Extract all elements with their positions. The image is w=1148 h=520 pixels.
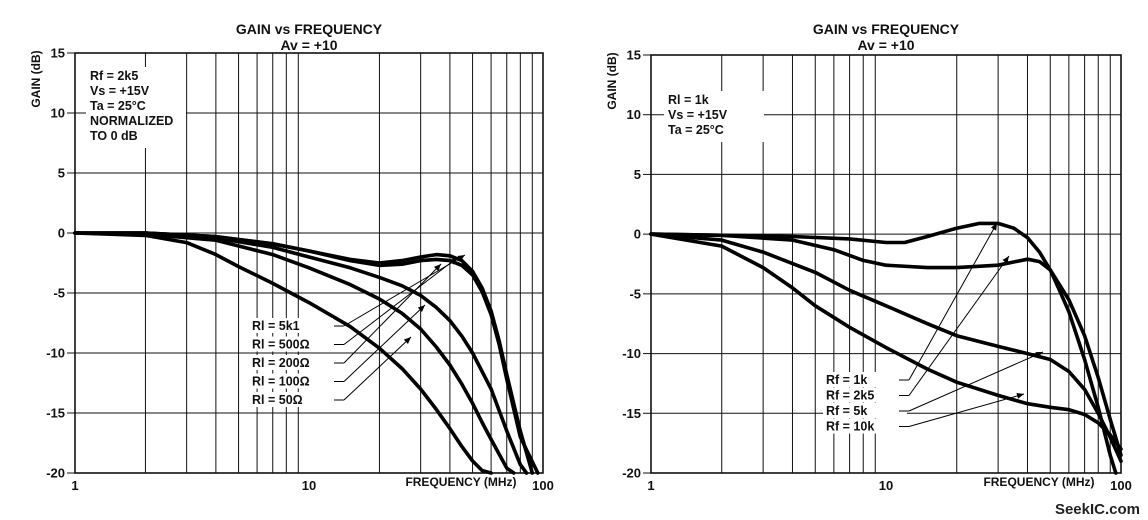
legend-arrowhead (457, 255, 465, 262)
condition-text: Rl = 1k (668, 93, 709, 107)
legend-arrowhead (433, 264, 441, 272)
legend-background (249, 336, 333, 352)
legend-label: Rf = 2k5 (826, 389, 874, 403)
conditions-background (664, 91, 764, 142)
legend-arrowhead (1002, 256, 1009, 264)
y-tick-label: -20 (46, 466, 65, 481)
y-tick-label: -15 (46, 406, 65, 421)
condition-text: Vs = +15V (668, 108, 728, 122)
condition-text: TO 0 dB (90, 129, 138, 143)
y-tick-label: -10 (46, 346, 65, 361)
legend-leader (343, 336, 412, 401)
series-line-3 (73, 231, 516, 475)
legend-label: Rf = 5k (826, 404, 867, 418)
legend-background (823, 403, 907, 418)
series-line-1 (649, 232, 1123, 457)
legend-background (249, 355, 333, 370)
condition-text: Rf = 2k5 (90, 69, 138, 83)
condition-text: NORMALIZED (90, 114, 173, 128)
watermark: SeekIC.com (1054, 501, 1140, 518)
x-tick-label: 100 (1110, 478, 1132, 493)
legend-leader (908, 351, 1044, 412)
chart-subtitle: Av = +10 (280, 37, 337, 53)
series-line-0 (649, 221, 1118, 475)
y-tick-label: -20 (622, 466, 641, 481)
y-tick-label: 10 (627, 107, 641, 122)
legend-background (249, 318, 333, 333)
y-tick-label: -10 (622, 346, 641, 361)
legend-label: Rl = 100Ω (252, 375, 310, 389)
legend-arrowhead (1016, 393, 1024, 399)
y-tick-label: 0 (58, 226, 65, 241)
legend-leader (908, 393, 1025, 427)
legend-leader (908, 222, 998, 381)
y-tick-label: 0 (634, 227, 641, 242)
legend-background (249, 392, 333, 407)
legend-leader (343, 263, 442, 364)
series-line-1 (73, 231, 540, 475)
legend-arrowhead (1035, 352, 1043, 358)
y-tick-label: 15 (627, 48, 641, 63)
x-tick-label: 1 (71, 478, 78, 493)
series-line-3 (649, 232, 1123, 451)
condition-text: Ta = 25°C (90, 99, 146, 113)
x-tick-label: 10 (879, 478, 893, 493)
plot-frame (74, 52, 544, 474)
legend-label: Rl = 50Ω (252, 393, 303, 407)
y-tick-label: 5 (58, 166, 65, 181)
y-tick-label: -5 (53, 286, 65, 301)
legend-background (823, 372, 907, 387)
condition-text: Ta = 25°C (668, 123, 724, 137)
conditions-background (86, 67, 186, 148)
y-tick-label: 5 (634, 167, 641, 182)
legend-arrowhead (403, 337, 411, 344)
x-axis-label: FREQUENCY (MHz) (405, 475, 516, 489)
y-axis-label: GAIN (dB) (29, 50, 43, 107)
legend-leader (343, 257, 458, 345)
chart-subtitle: Av = +10 (857, 37, 914, 53)
legend-leader (908, 255, 1010, 396)
y-tick-label: 15 (51, 46, 65, 61)
series-line-2 (649, 232, 1123, 463)
x-tick-label: 100 (532, 478, 554, 493)
series-line-2 (73, 231, 529, 475)
legend-label: Rl = 200Ω (252, 356, 310, 370)
legend-arrowhead (449, 258, 457, 265)
legend-background (823, 418, 907, 434)
y-tick-label: 10 (51, 106, 65, 121)
legend-label: Rf = 10k (826, 420, 874, 434)
legend-background (249, 373, 333, 389)
x-tick-label: 10 (302, 478, 316, 493)
x-axis-label: FREQUENCY (MHz) (983, 475, 1094, 489)
y-tick-label: -5 (629, 286, 641, 301)
legend-background (823, 387, 907, 403)
y-axis-label: GAIN (dB) (605, 52, 619, 109)
condition-text: Vs = +15V (90, 84, 150, 98)
x-tick-label: 1 (647, 478, 654, 493)
chart-title: GAIN vs FREQUENCY (813, 21, 960, 37)
legend-arrowhead (417, 305, 425, 312)
chart-title: GAIN vs FREQUENCY (236, 21, 383, 37)
legend-leader (343, 304, 426, 382)
plot-frame (650, 54, 1122, 474)
legend-label: Rl = 500Ω (252, 338, 310, 352)
legend-label: Rl = 5k1 (252, 319, 300, 333)
legend-arrowhead (990, 223, 997, 231)
y-tick-label: -15 (622, 406, 641, 421)
legend-label: Rf = 1k (826, 373, 867, 387)
